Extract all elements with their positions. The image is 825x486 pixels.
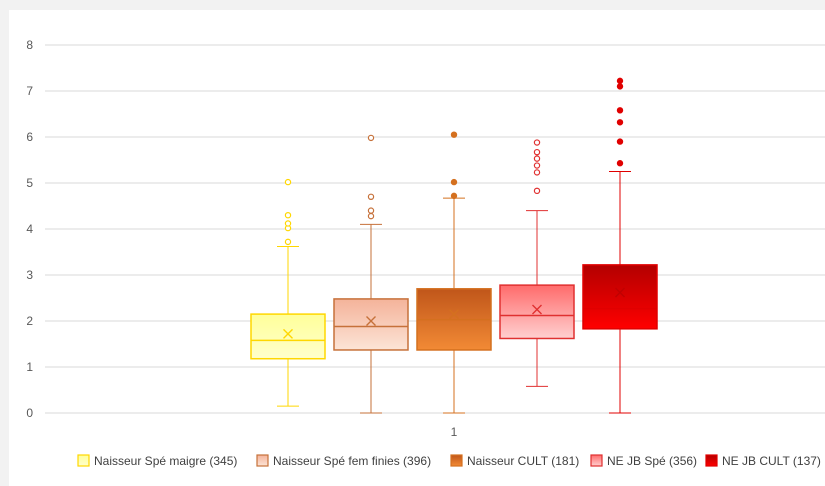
mean-marker [449,309,459,320]
outlier-point [367,193,375,200]
legend-swatch-3 [450,454,463,467]
outlier-point [533,162,541,169]
iqr-box [499,284,575,340]
outlier-point [450,178,458,186]
legend-swatch-5 [705,454,718,467]
mean-marker [532,304,542,315]
x-tick-label: 1 [451,425,458,439]
outlier-point [616,107,624,114]
legend-label-1: Naisseur Spé maigre (345) [94,454,237,468]
outlier-point [367,207,375,214]
mean-marker [283,328,293,339]
iqr-box [582,264,658,330]
outlier-point [284,220,292,227]
outlier-point [616,119,624,126]
legend-label-4: NE JB Spé (356) [607,454,697,468]
box-series-3 [416,131,492,414]
outlier-point [533,169,541,176]
legend-label-5: NE JB CULT (137) [722,454,821,468]
legend: Naisseur Spé maigre (345) Naisseur Spé fe… [77,454,821,468]
outlier-point [450,192,458,200]
y-tick-label: 7 [26,84,33,98]
y-tick-label: 0 [26,406,33,420]
outlier-point [533,187,541,195]
outlier-point [284,211,292,219]
y-tick-label: 5 [26,176,33,190]
iqr-box [333,298,409,351]
box-series-2 [333,134,409,414]
outlier-point [616,77,624,85]
outlier-point [367,212,375,220]
outlier-point [284,238,292,246]
outlier-point [450,131,458,138]
iqr-box [250,313,326,360]
legend-swatch-1 [77,454,90,467]
box-series-4 [499,139,575,387]
outlier-point [367,134,375,142]
mean-marker [615,287,625,298]
legend-label-3: Naisseur CULT (181) [467,454,579,468]
outlier-point [616,138,624,145]
outlier-point [533,148,541,156]
mean-marker [366,316,376,326]
gridlines [45,44,825,414]
axes: 0 1 2 3 4 5 6 7 8 1 [26,38,457,439]
y-tick-label: 4 [26,222,33,236]
y-tick-label: 2 [26,314,33,328]
y-tick-label: 8 [26,38,33,52]
box-series [250,77,658,414]
outlier-point [616,160,624,167]
outlier-point [616,83,624,90]
legend-swatch-2 [256,454,269,467]
outlier-point [284,178,292,186]
y-tick-label: 3 [26,268,33,282]
outlier-point [533,155,541,162]
legend-label-2: Naisseur Spé fem finies (396) [273,454,431,468]
box-series-5 [582,77,658,414]
legend-swatch-4 [590,454,603,467]
outlier-point [533,139,541,146]
y-tick-label: 6 [26,130,33,144]
box-series-1 [250,178,326,407]
y-tick-label: 1 [26,360,33,374]
